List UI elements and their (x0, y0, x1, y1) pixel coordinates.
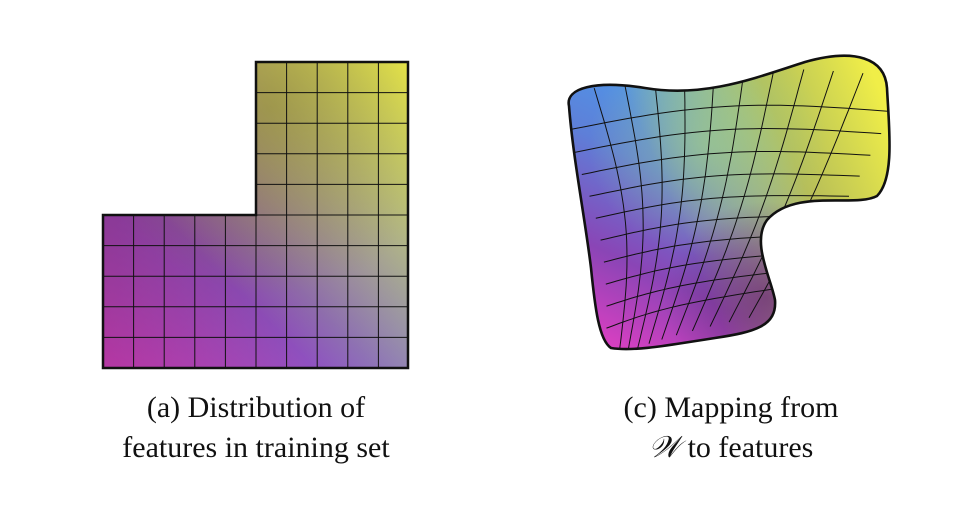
warped-grid-line-v (606, 284, 797, 329)
warped-grid-line-u (675, 69, 745, 336)
warped-grid-line-v (572, 127, 882, 154)
caption-c-line-1: (c) Mapping from (623, 391, 839, 424)
caption-a-line-2: features in training set (122, 431, 390, 464)
warped-grid-line-u (637, 77, 663, 348)
script-w-symbol: 𝒲 (648, 430, 681, 465)
caption-panel-a: (a) Distribution of features in training… (70, 388, 442, 468)
warped-grid-line-u (648, 73, 686, 344)
panel-c-warped-mapping-diagram (567, 54, 891, 351)
warped-grid-line-v (568, 104, 890, 132)
warped-grid-line-u (709, 69, 805, 327)
caption-c-line-2: 𝒲 to features (545, 428, 917, 468)
warped-grid-line-u (623, 82, 644, 350)
warped-grid-line-u (661, 70, 715, 340)
warped-grid-line-u (691, 68, 775, 332)
panel-a-l-shape-diagram (101, 60, 410, 370)
warped-grid-line-v (606, 268, 808, 307)
warped-grid-line-v (595, 195, 850, 219)
caption-panel-c: (c) Mapping from 𝒲 to features (545, 388, 917, 468)
caption-c-line-2-text: to features (680, 431, 814, 464)
warped-grid-line-v (581, 151, 871, 175)
caption-a-line-1: (a) Distribution of (146, 391, 366, 424)
warped-grid-line-u (593, 87, 628, 350)
warped-grid-line-v (589, 173, 860, 197)
